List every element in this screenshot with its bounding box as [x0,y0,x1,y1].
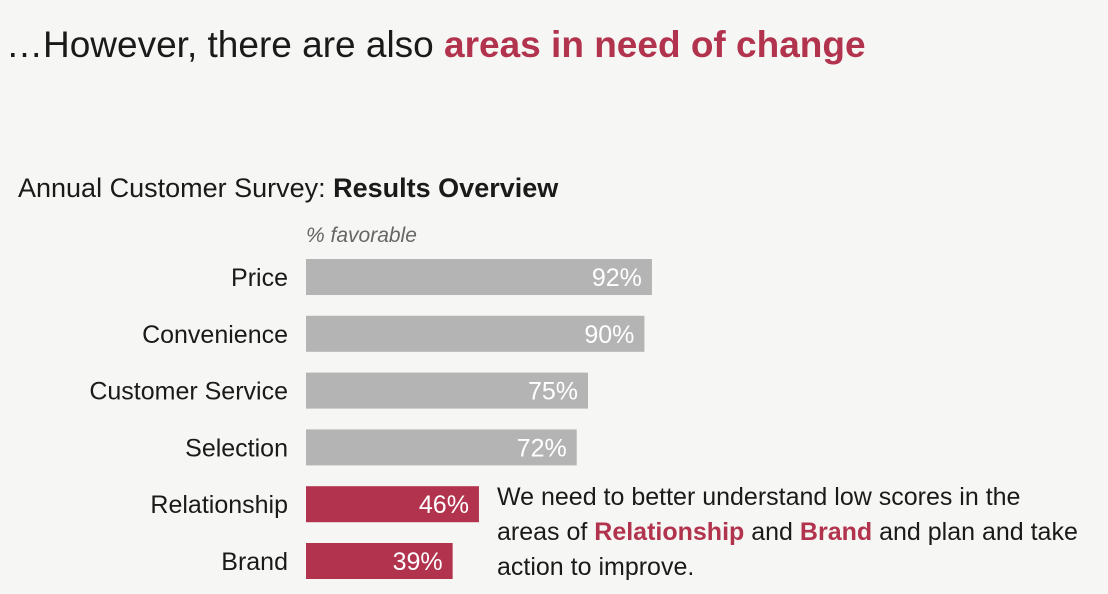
note-highlight-relationship: Relationship [594,518,745,546]
note-part2: and [744,518,800,546]
value-label: 92% [592,264,642,292]
category-label: Brand [221,548,288,576]
note-highlight-brand: Brand [799,518,873,546]
category-label: Selection [185,434,288,462]
bar [306,315,645,352]
category-label: Price [231,264,288,292]
chart-title-bold: Results Overview [333,173,559,203]
headline-prefix: …However, there are also [6,24,445,65]
value-label: 72% [517,434,567,462]
note-part1: We need to better understand low scores … [497,483,1021,546]
headline-emphasis: areas in need of change [444,24,866,65]
bar [306,543,453,579]
value-label: 39% [393,548,443,576]
category-label: Relationship [150,491,288,519]
unit-label: % favorable [306,224,417,247]
note-part3: and plan and take action to improve. [497,518,1078,581]
value-label: 90% [584,321,634,349]
category-label: Convenience [142,321,288,349]
annotation-note: We need to better understand low scores … [497,480,1087,585]
bar [306,486,479,523]
bar [306,372,588,409]
chart-title: Annual Customer Survey: Results Overview [18,170,558,206]
slide-headline: …However, there are also areas in need o… [6,20,866,70]
chart-title-prefix: Annual Customer Survey: [18,173,334,203]
bar [306,259,652,295]
value-label: 46% [419,491,469,519]
category-label: Customer Service [89,378,288,406]
bar [306,429,577,466]
value-label: 75% [528,378,578,406]
